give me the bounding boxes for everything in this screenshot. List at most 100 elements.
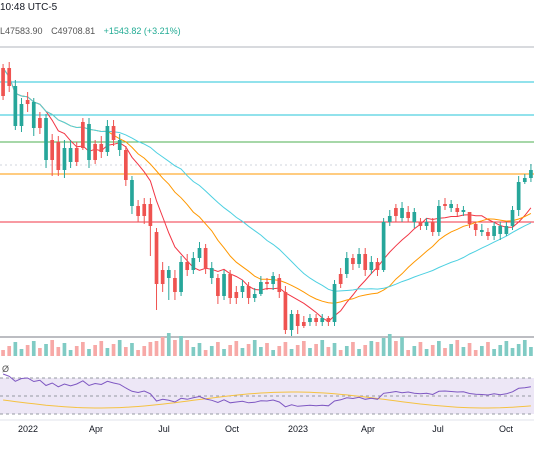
volume-bar — [136, 350, 140, 356]
candle-body — [246, 286, 251, 298]
volume-bar — [216, 342, 220, 356]
candle-body — [259, 282, 263, 294]
candle-body — [81, 122, 85, 148]
candle-body — [308, 318, 312, 322]
candle-body — [50, 140, 55, 160]
volume-bar — [117, 340, 122, 356]
x-tick-label: 2022 — [18, 424, 38, 434]
volume-bar — [191, 347, 196, 356]
candle-body — [160, 270, 165, 284]
candle-body — [381, 222, 386, 270]
x-tick-label: Apr — [361, 424, 375, 434]
header-low: L47583.90 — [0, 26, 43, 36]
volume-bar — [424, 349, 429, 356]
volume-bar — [498, 345, 503, 356]
volume-bar — [166, 333, 171, 356]
volume-bar — [326, 347, 331, 356]
candle-body — [203, 248, 208, 268]
volume-bars — [1, 333, 533, 356]
candle-body — [289, 314, 294, 330]
volume-bar — [240, 348, 245, 356]
candle-body — [344, 258, 349, 274]
candle-body — [418, 222, 423, 226]
volume-bar — [259, 347, 263, 356]
candle-body — [486, 232, 490, 236]
volume-bar — [529, 347, 533, 356]
volume-bar — [44, 344, 48, 356]
x-tick-label: Oct — [225, 424, 240, 434]
volume-bar — [271, 350, 275, 356]
candle-body — [357, 254, 361, 264]
volume-bar — [387, 334, 392, 356]
candle-body — [443, 204, 447, 206]
rsi-label: Ø — [2, 364, 9, 374]
volume-bar — [351, 342, 355, 356]
candle-body — [375, 262, 380, 270]
volume-bar — [479, 346, 484, 356]
candle-body — [93, 144, 97, 160]
candle-body — [522, 178, 527, 182]
candle-body — [510, 210, 515, 226]
volume-bar — [111, 344, 116, 356]
volume-bar — [142, 346, 147, 356]
volume-bar — [209, 346, 214, 356]
candle-body — [216, 278, 220, 296]
candle-body — [228, 274, 233, 298]
candle-body — [13, 86, 18, 126]
candle-body — [74, 148, 79, 162]
candle-body — [130, 180, 134, 206]
candle-body — [111, 126, 116, 140]
candle-body — [492, 226, 496, 236]
volume-bar — [179, 336, 183, 356]
candle-body — [25, 100, 30, 104]
candle-body — [191, 258, 196, 270]
volume-bar — [449, 344, 453, 356]
candle-body — [455, 208, 460, 212]
volume-bar — [13, 342, 18, 356]
candle-body — [437, 206, 441, 232]
volume-bar — [123, 347, 128, 356]
candle-body — [117, 140, 122, 150]
volume-bar — [455, 340, 460, 356]
candle-body — [185, 262, 190, 270]
volume-bar — [252, 340, 257, 356]
candle-body — [504, 226, 509, 234]
candle-body — [252, 294, 257, 298]
header-change: +1543.82 (+3.21%) — [103, 26, 181, 36]
candle-body — [265, 282, 269, 284]
volume-bar — [56, 347, 61, 356]
volume-bar — [105, 348, 110, 356]
candle-body — [283, 292, 288, 330]
volume-bar — [308, 348, 312, 356]
candle-body — [529, 170, 533, 178]
candle-body — [430, 222, 435, 232]
volume-bar — [492, 349, 496, 356]
volume-bar — [522, 340, 527, 356]
candle-body — [1, 68, 5, 96]
candle-body — [179, 262, 183, 292]
rsi-line — [2, 373, 531, 408]
volume-bar — [504, 341, 509, 356]
volume-bar — [516, 344, 521, 356]
volume-bar — [7, 346, 12, 356]
volume-bar — [203, 350, 208, 356]
candle-body — [44, 118, 48, 160]
volume-bar — [81, 342, 85, 356]
candle-body — [234, 292, 239, 298]
rsi-ma-line — [3, 391, 531, 409]
header-ohlc: L47583.90 C49708.81 +1543.82 (+3.21%) — [0, 26, 187, 36]
candle-body — [406, 212, 411, 218]
candle-body — [387, 216, 392, 222]
candle-body — [240, 286, 245, 292]
candle-body — [338, 274, 343, 284]
rsi-pane: Ø — [0, 364, 534, 415]
candle-body — [148, 204, 153, 226]
candle-body — [173, 278, 177, 292]
candle-body — [351, 258, 355, 264]
candle-body — [31, 102, 36, 128]
volume-bar — [510, 348, 515, 356]
volume-bar — [418, 342, 423, 356]
volume-bar — [222, 349, 226, 356]
volume-bar — [363, 345, 368, 356]
